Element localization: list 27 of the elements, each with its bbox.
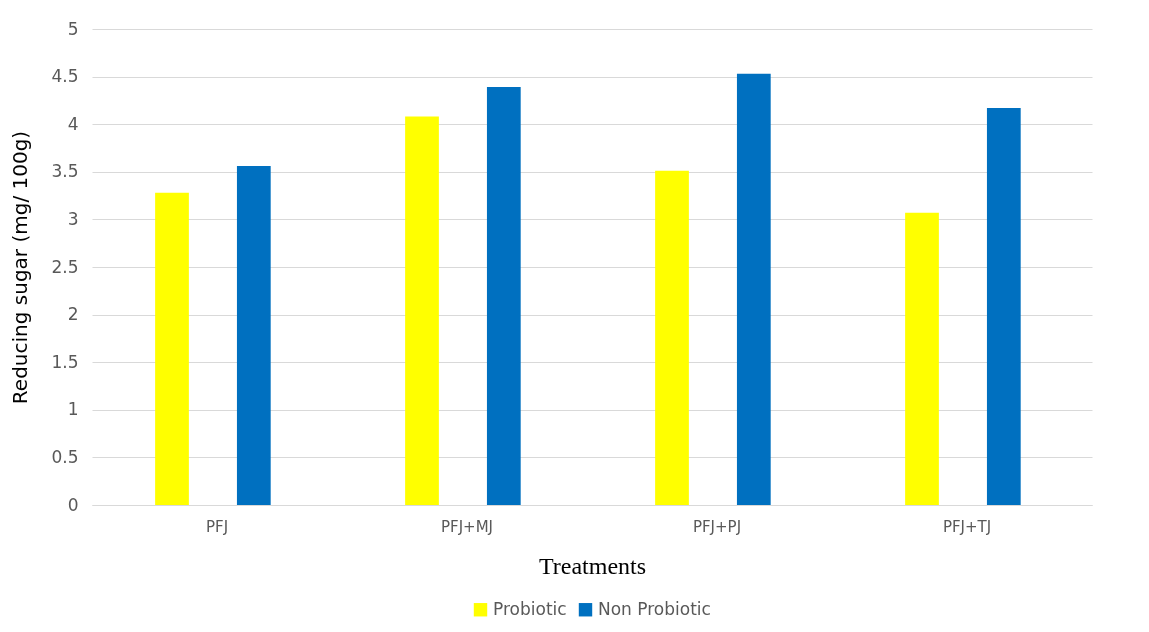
- bar: [655, 170, 689, 505]
- bar: [986, 108, 1021, 505]
- y-tick-label: 0.5: [51, 446, 79, 467]
- x-axis-title: Treatments: [538, 552, 647, 579]
- bar: [486, 87, 521, 505]
- bar: [905, 212, 939, 505]
- y-tick-label: 5: [67, 18, 79, 39]
- x-tick-label: PFJ+MJ: [440, 517, 494, 536]
- y-tick-label: 4: [67, 113, 79, 134]
- y-tick-label: 1.5: [51, 351, 79, 372]
- y-axis-title: Reducing sugar (mg/ 100g): [8, 130, 33, 405]
- legend-label: Non Probiotic: [598, 598, 711, 619]
- y-tick-label: 3.5: [51, 161, 79, 182]
- y-tick-label: 0: [67, 494, 79, 515]
- legend-label: Probiotic: [493, 598, 567, 619]
- y-tick-label: 3: [67, 208, 79, 229]
- y-tick-label: 2.5: [51, 256, 79, 277]
- bar: [736, 73, 771, 505]
- bar: [405, 116, 439, 505]
- y-tick-label: 2: [67, 304, 79, 325]
- x-tick-label: PFJ+PJ: [692, 517, 742, 536]
- y-tick-label: 4.5: [51, 66, 79, 87]
- x-tick-label: PFJ: [205, 517, 229, 536]
- bar: [155, 192, 189, 505]
- y-tick-label: 1: [67, 399, 79, 420]
- bar: [236, 166, 271, 505]
- x-tick-label: PFJ+TJ: [942, 517, 992, 536]
